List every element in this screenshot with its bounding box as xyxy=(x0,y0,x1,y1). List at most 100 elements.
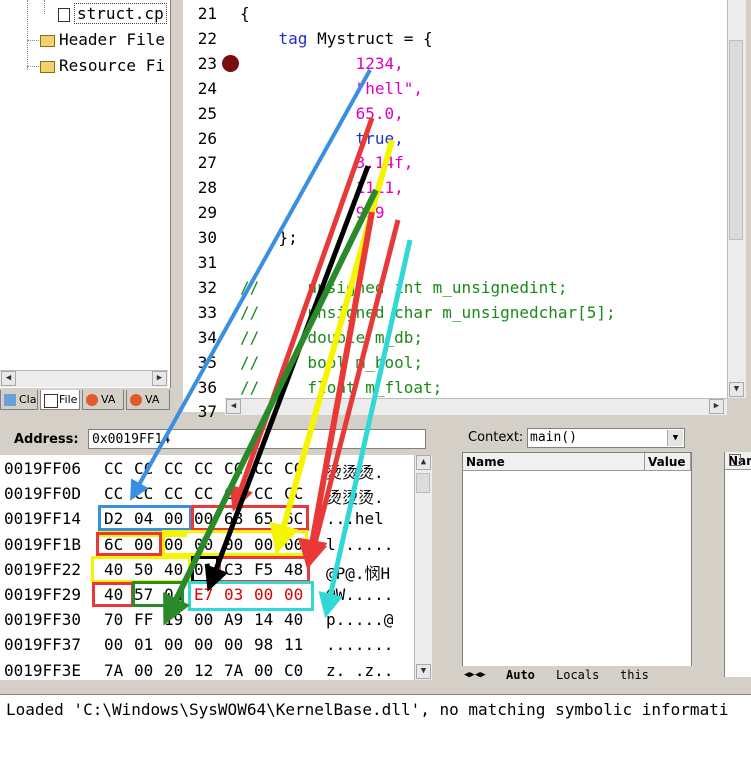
memory-byte[interactable]: 04 xyxy=(134,509,154,529)
expand-icon[interactable] xyxy=(729,454,741,466)
scroll-right-icon[interactable]: ▶ xyxy=(152,371,167,386)
memory-byte[interactable]: 01 xyxy=(134,635,154,655)
tab-locals[interactable]: Locals xyxy=(556,668,600,682)
tab-va-2[interactable]: VA xyxy=(126,390,170,410)
memory-byte[interactable]: CC xyxy=(224,484,244,504)
address-input[interactable]: 0x0019FF14 xyxy=(88,429,426,449)
memory-byte[interactable]: CC xyxy=(224,459,244,478)
highlight-box-black xyxy=(191,556,219,583)
memory-byte[interactable]: 14 xyxy=(254,610,274,630)
scroll-right-icon[interactable]: ▶ xyxy=(709,399,724,414)
line-number: 28 xyxy=(197,178,217,198)
memory-byte[interactable]: 98 xyxy=(254,635,274,655)
scroll-left-icon[interactable]: ◀ xyxy=(1,371,16,386)
memory-byte[interactable]: FF xyxy=(134,610,154,630)
code-line: 1111, xyxy=(240,178,404,198)
output-line: Loaded 'C:\Windows\SysWOW64\KernelBase.d… xyxy=(6,700,729,719)
memory-row[interactable]: 0019FF3E 7A 00 20 12 7A 00 C0 z. .z.. xyxy=(4,661,414,683)
output-window[interactable] xyxy=(0,694,751,768)
memory-byte[interactable]: 57 xyxy=(134,585,154,604)
memory-byte[interactable]: 00 xyxy=(224,635,244,655)
memory-byte[interactable]: C0 xyxy=(284,660,304,680)
tree-item-struct-file[interactable]: struct.cp xyxy=(58,3,167,24)
memory-byte[interactable]: 7A xyxy=(104,660,124,680)
tab-va-1[interactable]: VA xyxy=(82,390,124,410)
context-value: main() xyxy=(530,430,577,445)
memory-byte[interactable]: CC xyxy=(194,484,214,504)
memory-row[interactable]: 0019FF0D CC CC CC CC CC CC CC 烫烫烫. xyxy=(4,484,414,507)
memory-byte[interactable]: CC xyxy=(194,459,214,478)
scroll-down-icon[interactable]: ▼ xyxy=(729,382,744,397)
memory-ascii: ....... xyxy=(326,635,394,655)
memory-byte[interactable]: CC xyxy=(254,484,274,504)
breakpoint-icon[interactable] xyxy=(222,55,239,72)
memory-byte[interactable]: 11 xyxy=(284,635,304,655)
tab-auto[interactable]: Auto xyxy=(506,668,535,682)
memory-byte[interactable]: CC xyxy=(254,459,274,478)
memory-byte[interactable]: CC xyxy=(284,459,304,478)
memory-byte[interactable]: D2 xyxy=(104,509,124,529)
watch-list[interactable]: Nam xyxy=(724,452,751,677)
memory-byte[interactable]: CC xyxy=(134,484,154,504)
column-value[interactable]: Value xyxy=(645,453,691,471)
tree-item-resource-files[interactable]: Resource Fi xyxy=(40,56,165,75)
memory-byte[interactable]: CC xyxy=(134,459,154,478)
memory-row[interactable]: 0019FF30 70 FF 19 00 A9 14 40 p.....@ xyxy=(4,610,414,632)
highlight-box-red xyxy=(191,505,309,531)
memory-byte[interactable]: 00 xyxy=(134,660,154,680)
scroll-down-icon[interactable]: ▼ xyxy=(416,664,431,679)
code-line: { xyxy=(240,4,250,23)
memory-byte[interactable]: CC xyxy=(284,484,304,504)
memory-address: 0019FF22 xyxy=(4,559,82,579)
editor-horizontal-scrollbar[interactable]: ◀ ▶ xyxy=(225,398,727,415)
code-line: // double m_db; xyxy=(240,327,424,347)
memory-byte[interactable]: 7A xyxy=(224,660,244,680)
line-number: 33 xyxy=(197,302,217,322)
memory-byte[interactable]: 20 xyxy=(164,660,184,680)
code-line: }; xyxy=(240,228,298,248)
code-line: // bool m_bool; xyxy=(240,352,424,372)
memory-byte[interactable]: 00 xyxy=(104,635,124,655)
memory-byte[interactable]: CC xyxy=(164,484,184,504)
tree-horizontal-scrollbar[interactable]: ◀ ▶ xyxy=(0,370,168,387)
memory-row[interactable]: 0019FF37 00 01 00 00 00 98 11....... xyxy=(4,635,414,657)
memory-byte[interactable]: 00 xyxy=(194,610,214,630)
tab-classview[interactable]: Cla xyxy=(0,390,38,410)
memory-address: 0019FF0D xyxy=(4,484,82,504)
tab-nav-arrows-icon[interactable]: ◀▶◀▶ xyxy=(464,670,486,680)
memory-byte[interactable]: 70 xyxy=(104,610,124,630)
scrollbar-thumb[interactable] xyxy=(729,40,743,240)
memory-byte[interactable]: CC xyxy=(104,484,124,504)
memory-byte[interactable]: 00 xyxy=(164,635,184,655)
memory-byte[interactable]: 19 xyxy=(164,610,184,630)
memory-byte[interactable]: 40 xyxy=(104,585,124,604)
memory-byte[interactable]: 40 xyxy=(104,559,124,579)
scrollbar-thumb[interactable] xyxy=(416,473,430,493)
tab-fileview[interactable]: File xyxy=(40,390,80,410)
tab-this[interactable]: this xyxy=(620,668,649,682)
memory-byte[interactable]: 00 xyxy=(194,635,214,655)
memory-row[interactable]: 0019FF06 CC CC CC CC CC CC CC 烫烫烫. xyxy=(4,459,414,482)
address-label: Address: xyxy=(14,432,79,447)
memory-byte[interactable]: 6C xyxy=(104,534,124,554)
variables-list[interactable]: Name Value xyxy=(462,452,692,677)
tree-item-header-files[interactable]: Header File xyxy=(40,30,165,49)
scroll-left-icon[interactable]: ◀ xyxy=(226,399,241,414)
memory-byte[interactable]: 40 xyxy=(284,610,304,630)
scroll-up-icon[interactable]: ▲ xyxy=(416,455,431,470)
memory-byte[interactable]: 12 xyxy=(194,660,214,680)
memory-byte[interactable]: CC xyxy=(164,459,184,478)
memory-vertical-scrollbar[interactable]: ▲ ▼ xyxy=(414,455,432,680)
column-name[interactable]: Name xyxy=(463,453,645,471)
context-select[interactable]: main() ▼ xyxy=(527,428,685,448)
code-editor[interactable]: { tag Mystruct = { 1234, "hell", 65.0, t… xyxy=(240,0,727,412)
memory-byte[interactable]: 00 xyxy=(134,534,154,554)
memory-byte[interactable]: 00 xyxy=(254,660,274,680)
highlight-box-red xyxy=(218,556,310,583)
line-number: 29 xyxy=(197,203,217,223)
memory-ascii: l...... xyxy=(326,534,394,554)
memory-byte[interactable]: CC xyxy=(104,459,124,478)
memory-byte[interactable]: 50 xyxy=(134,559,154,579)
chevron-down-icon[interactable]: ▼ xyxy=(667,430,683,446)
memory-byte[interactable]: A9 xyxy=(224,610,244,630)
